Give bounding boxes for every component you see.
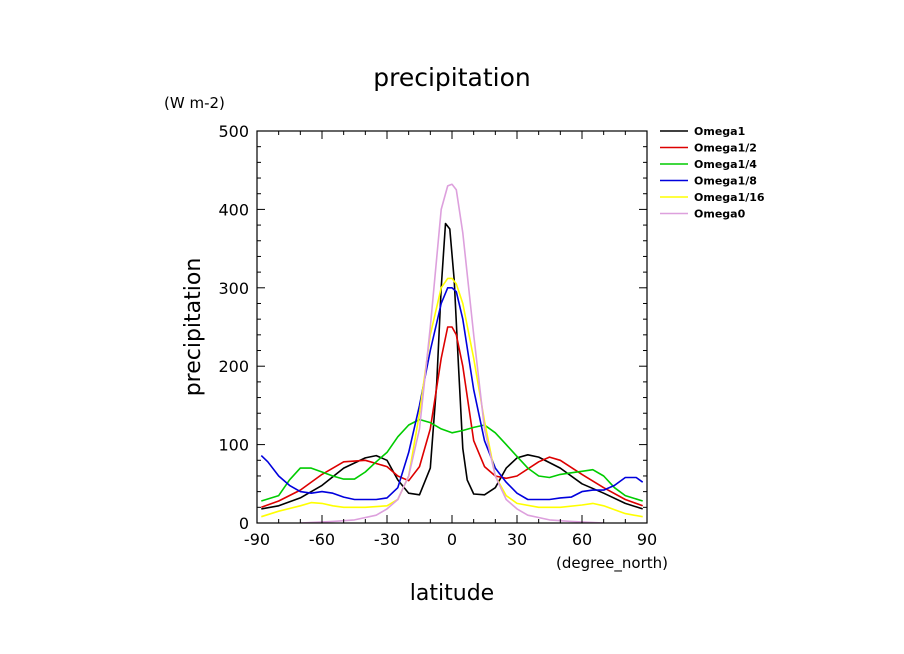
x-tick-label: 0 — [447, 530, 457, 549]
chart-title: precipitation — [373, 63, 531, 92]
x-tick-label: 30 — [507, 530, 527, 549]
legend-label: Omega0 — [694, 208, 746, 221]
series-line-2 — [261, 326, 643, 509]
x-tick-label: -60 — [309, 530, 335, 549]
y-units-label: (W m-2) — [164, 94, 225, 112]
legend: Omega1 Omega1/2 Omega1/4 Omega1/8 Omega1/16 O… — [660, 125, 765, 221]
y-axis-label: precipitation — [181, 258, 206, 397]
x-tick-label: -30 — [374, 530, 400, 549]
legend-label: Omega1/4 — [694, 158, 757, 171]
y-tick-label: 500 — [218, 122, 249, 141]
axis-layer: -90 -60 -30 0 30 60 90 0 100 200 300 400 500 — [218, 122, 657, 549]
legend-label: Omega1/16 — [694, 191, 765, 204]
series-line-1 — [261, 222, 643, 510]
series-line-3 — [261, 418, 643, 502]
series-line-4 — [260, 286, 644, 501]
y-tick-label: 100 — [218, 436, 249, 455]
y-tick-label: 200 — [218, 357, 249, 376]
legend-label: Omega1/8 — [694, 175, 757, 188]
x-tick-label: 60 — [572, 530, 592, 549]
y-tick-label: 300 — [218, 279, 249, 298]
y-tick-label: 400 — [218, 200, 249, 219]
y-tick-label: 0 — [239, 514, 249, 533]
plot-layer — [260, 183, 644, 523]
series-line-5 — [261, 277, 643, 518]
legend-label: Omega1/2 — [694, 142, 757, 155]
legend-label: Omega1 — [694, 125, 745, 138]
x-tick-label: 90 — [637, 530, 657, 549]
x-tick-label: -90 — [244, 530, 270, 549]
x-axis-label: latitude — [410, 581, 494, 606]
x-units-label: (degree_north) — [556, 554, 668, 573]
series-line-6 — [300, 183, 604, 523]
